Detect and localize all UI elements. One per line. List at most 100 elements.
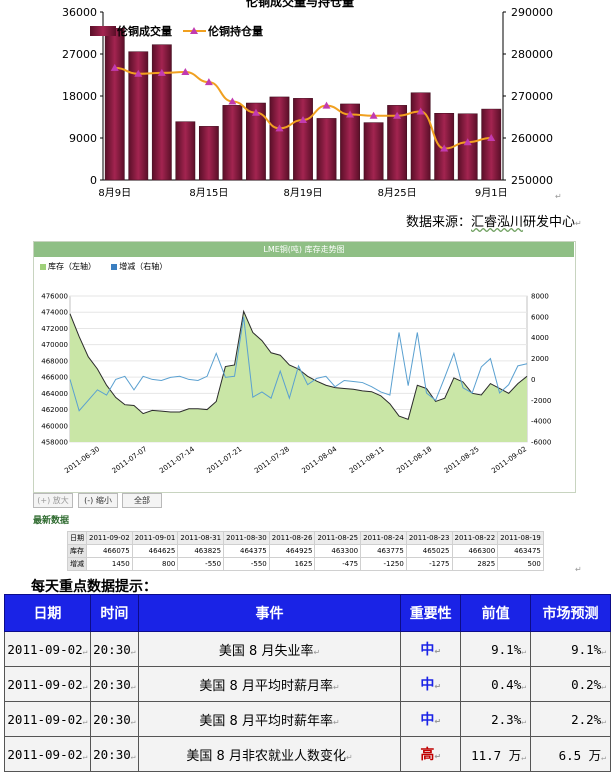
x-tick-label: 8月19日 [283,187,322,199]
y-right-tick: 2000 [531,355,549,363]
latest-cell: 2011-08-24 [360,531,407,545]
latest-cell: 2011-08-25 [314,531,362,545]
event-date-text: 2011-09-02 [7,746,83,762]
y-right-tick: 8000 [531,293,549,301]
volume-bar [387,105,408,181]
paragraph-mark: ↵ [332,717,340,727]
latest-cell: 463825 [177,544,225,558]
latest-cell: 1450 [86,557,133,571]
event-forecast: 0.2%↵ [530,666,611,702]
latest-cell: -475 [314,557,362,571]
event-importance: 中↵ [400,666,462,702]
paragraph-mark: ↵ [521,716,527,726]
y-left-tick: 0 [90,174,97,187]
latest-cell: 463775 [360,544,407,558]
legend-swatch-change [111,263,118,270]
show-all-button[interactable]: 全部 [122,493,162,508]
x-tick-label: 2011-08-25 [443,445,481,475]
latest-cell: 464375 [223,544,270,558]
event-row: 2011-09-02↵ 20:30↵ 美国 8 月平均时薪年率↵ 中↵ 2.3%↵ 2.2… [4,701,611,737]
legend-stock: 库存（左轴） [48,262,96,271]
latest-cell: -550 [177,557,225,571]
x-tick-label: 2011-08-18 [395,445,433,475]
paragraph-mark: ↵ [601,752,606,762]
paragraph-mark: ↵ [313,647,321,657]
volume-bar [198,126,219,181]
volume-bar [151,44,172,181]
volume-bar [246,102,266,181]
open-interest-marker [393,111,402,119]
event-importance-text: 中 [420,712,435,728]
col-header-forecast: 市场预测 [530,594,611,632]
volume-openinterest-chart: 伦铜成交量与持仓量 0 9000 18000 27000 36000 250000 26000… [62,0,562,201]
paragraph-mark: ↵ [130,716,136,726]
volume-bar [175,121,196,181]
paragraph-mark: ↵ [521,646,527,656]
x-tick-label: 2011-07-07 [111,445,149,475]
legend-change: 增减（右轴） [119,262,168,271]
zoom-in-button[interactable]: (+) 放大 [33,493,73,508]
y-right-tick: -2000 [531,397,551,405]
event-previous-text: 11.7 万 [471,747,522,763]
lme-stock-chart: 458000 460000 462000 464000 466000 468000 4700… [41,293,551,475]
col-header-time: 时间 [89,594,139,632]
key-data-title: 每天重点数据提示： [31,579,157,595]
y-left-tick: 476000 [41,293,68,301]
latest-row: 库存 466075 464625 463825 464375 464925 463300 46… [67,544,544,558]
y-left-tick: 27000 [62,48,97,61]
open-interest-marker [157,68,166,76]
event-time-text: 20:30 [93,746,131,762]
y-left-tick: 460000 [41,422,68,430]
volume-bar [410,92,431,181]
paragraph-mark: ↵ [434,647,442,656]
event-row: 2011-09-02↵ 20:30↵ 美国 8 月非农就业人数变化↵ 高↵ 11.7 万… [4,736,611,772]
open-interest-marker [299,115,307,123]
event-name-text: 美国 8 月非农就业人数变化 [186,748,346,764]
open-interest-marker [346,110,355,118]
paragraph-mark: ↵ [601,716,606,726]
latest-cell: -550 [223,557,270,571]
zoom-out-button[interactable]: (-) 缩小 [78,493,118,508]
latest-row-header: 增减 [67,557,87,571]
event-name: 美国 8 月非农就业人数变化↵ [137,736,402,772]
event-time-text: 20:30 [93,676,131,692]
event-forecast: 2.2%↵ [530,701,611,737]
paragraph-mark: ↵ [521,752,527,762]
x-tick-label: 2011-07-28 [253,445,291,475]
y-right-tick: 260000 [511,132,553,145]
paragraph-mark: ↵ [575,219,582,228]
paragraph-mark: ↵ [601,646,606,656]
legend-volume: 伦铜成交量 [117,24,172,38]
event-date: 2011-09-02↵ [4,666,91,702]
paragraph-mark: ↵ [82,716,88,726]
stock-line [69,309,528,420]
event-time: 20:30↵ [89,631,139,667]
x-tick-label: 2011-09-02 [490,445,528,475]
legend-open-interest: 伦铜持仓量 [208,24,263,38]
y-left-tick: 36000 [62,6,97,19]
open-interest-marker [228,97,237,105]
y-right-tick: 0 [531,376,535,384]
latest-cell: 463300 [314,544,362,558]
y-left-tick: 458000 [41,439,68,447]
paragraph-mark: ↵ [82,646,88,656]
event-time-text: 20:30 [93,641,131,657]
paragraph-mark: ↵ [82,681,88,691]
latest-row: 增减 1450 800 -550 -550 1625 -475 -1250 -1275 2825 5… [67,557,544,571]
x-tick-label: 2011-08-04 [300,445,338,475]
paragraph-mark: ↵ [521,681,527,691]
x-tick-label: 2011-08-11 [348,445,386,475]
latest-cell: 2011-08-26 [268,531,316,545]
latest-cell: -1275 [405,557,453,571]
event-row: 2011-09-02↵ 20:30↵ 美国 8 月失业率↵ 中↵ 9.1%↵ 9.1%↵ [4,631,611,667]
paragraph-mark: ↵ [130,681,136,691]
open-interest-marker [463,138,472,146]
open-interest-marker [275,124,284,132]
col-header-importance: 重要性 [400,594,462,632]
latest-cell: 800 [131,557,179,571]
latest-cell: -1250 [360,557,407,571]
event-importance-text: 中 [420,677,435,693]
data-source-note: 数据来源：汇睿泓川研发中心↵ [406,211,582,230]
y-right-tick: 250000 [511,174,553,187]
paragraph-mark: ↵ [82,751,88,761]
